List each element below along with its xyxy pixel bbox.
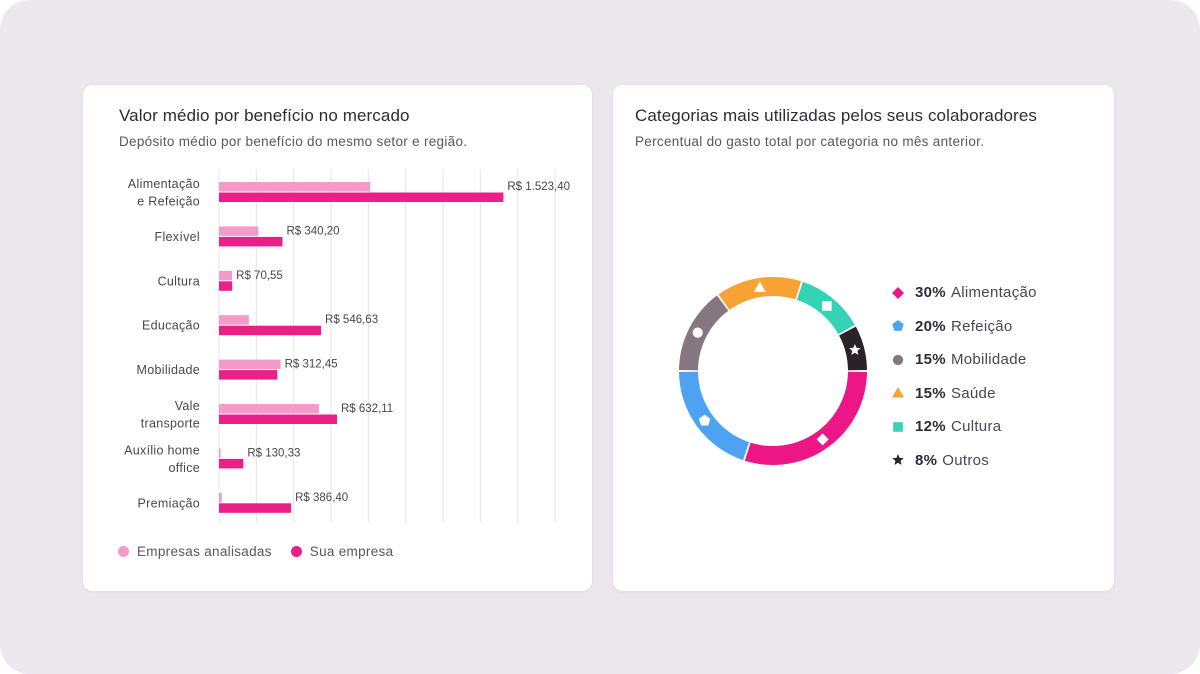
legend-label: Alimentação — [950, 284, 1037, 302]
legend-percent: 15% — [915, 384, 946, 402]
value-label: R$ 70,55 — [236, 270, 283, 282]
bar-market — [219, 448, 221, 458]
square-shape — [893, 421, 903, 432]
circle-icon — [692, 327, 703, 338]
square-icon — [893, 421, 903, 432]
category-label: Premiação — [138, 496, 200, 510]
value-label: R$ 386,40 — [295, 492, 348, 504]
star-icon — [892, 454, 904, 466]
triangle-shape — [892, 387, 904, 398]
donut-chart — [679, 277, 867, 465]
card-title: Valor médio por benefício no mercado — [119, 106, 410, 125]
star-shape — [892, 454, 904, 466]
legend-percent: 30% — [915, 284, 946, 302]
bar-chart-legend: Empresas analisadas Sua empresa — [118, 544, 412, 559]
legend-percent: 8% — [915, 451, 938, 469]
legend-item-your-company: Sua empresa — [290, 544, 394, 559]
legend-percent: 15% — [915, 351, 946, 369]
legend-label: Mobilidade — [950, 351, 1027, 369]
legend-swatch-market — [118, 546, 129, 557]
value-label: R$ 130,33 — [247, 447, 300, 459]
diamond-shape — [892, 286, 904, 299]
bar-market — [219, 270, 233, 281]
square-icon — [822, 301, 832, 311]
bar-your-company — [219, 370, 278, 380]
bar-your-company — [219, 281, 233, 291]
value-label: R$ 1.523,40 — [507, 181, 570, 193]
donut-slice-saúde — [718, 277, 802, 310]
card-subtitle: Depósito médio por benefício do mesmo se… — [119, 134, 468, 149]
legend-label-market: Empresas analisadas — [137, 544, 272, 559]
circle-shape — [892, 354, 904, 365]
card-subtitle: Percentual do gasto total por categoria … — [635, 134, 985, 149]
value-label: R$ 632,11 — [341, 403, 393, 415]
category-label: Cultura — [158, 274, 200, 288]
circle-icon — [892, 354, 904, 365]
triangle-icon — [892, 387, 904, 398]
legend-percent: 20% — [915, 317, 946, 335]
legend-item-refeição: 20% Refeição — [891, 310, 1037, 344]
legend-item-market: Empresas analisadas — [118, 544, 272, 559]
legend-item-cultura: 12% Cultura — [891, 410, 1037, 444]
bar-market — [219, 404, 319, 414]
benefit-average-card: Valor médio por benefício no mercado Dep… — [83, 85, 592, 591]
bar-chart: Alimentação e Refeição R$ 1.523,40 Flexível… — [124, 169, 570, 523]
triangle-icon — [753, 281, 766, 293]
bar-your-company — [219, 325, 322, 336]
pentagon-icon — [892, 320, 904, 332]
category-label: Educação — [142, 319, 200, 333]
donut-slice-alimentação — [744, 371, 867, 465]
bar-your-company — [219, 503, 292, 513]
diamond-icon — [892, 286, 904, 299]
bar-market — [219, 226, 259, 236]
bar-market — [219, 359, 281, 370]
category-label: Vale transporte — [141, 399, 200, 431]
bar-market — [219, 182, 371, 192]
categories-card: Categorias mais utilizadas pelos seus co… — [613, 85, 1114, 591]
legend-swatch-your-company — [290, 546, 302, 557]
legend-item-mobilidade: 15% Mobilidade — [891, 343, 1037, 377]
category-label: Flexível — [155, 230, 200, 244]
bar-your-company — [219, 192, 504, 202]
donut-chart-legend: 30% Alimentação 20% Refeição 15% Mobilidade 15… — [891, 276, 1037, 477]
bar-market — [219, 315, 249, 325]
donut-slice-refeição — [679, 371, 750, 461]
diamond-icon — [816, 433, 829, 446]
star-icon — [849, 343, 861, 355]
bar-your-company — [219, 236, 283, 247]
donut-slice-mobilidade — [679, 295, 729, 371]
legend-label-your-company: Sua empresa — [309, 544, 394, 559]
bar-your-company — [219, 414, 337, 424]
bar-market — [219, 492, 222, 503]
legend-label: Outros — [942, 451, 990, 469]
card-title: Categorias mais utilizadas pelos seus co… — [635, 106, 1037, 125]
bar-your-company — [219, 458, 244, 469]
pentagon-shape — [892, 320, 904, 332]
value-label: R$ 340,20 — [287, 225, 340, 237]
legend-item-alimentação: 30% Alimentação — [891, 276, 1037, 310]
category-label: Auxílio home office — [124, 443, 200, 475]
legend-item-saúde: 15% Saúde — [891, 377, 1037, 411]
category-label: Mobilidade — [137, 363, 200, 377]
legend-item-outros: 8% Outros — [891, 444, 1037, 478]
legend-label: Refeição — [950, 317, 1013, 335]
value-label: R$ 546,63 — [325, 314, 378, 326]
category-label: Alimentação e Refeição — [128, 177, 200, 209]
legend-label: Cultura — [950, 418, 1002, 436]
pentagon-icon — [698, 414, 711, 426]
legend-label: Saúde — [950, 384, 996, 402]
legend-percent: 12% — [915, 418, 946, 436]
value-label: R$ 312,45 — [285, 359, 338, 371]
